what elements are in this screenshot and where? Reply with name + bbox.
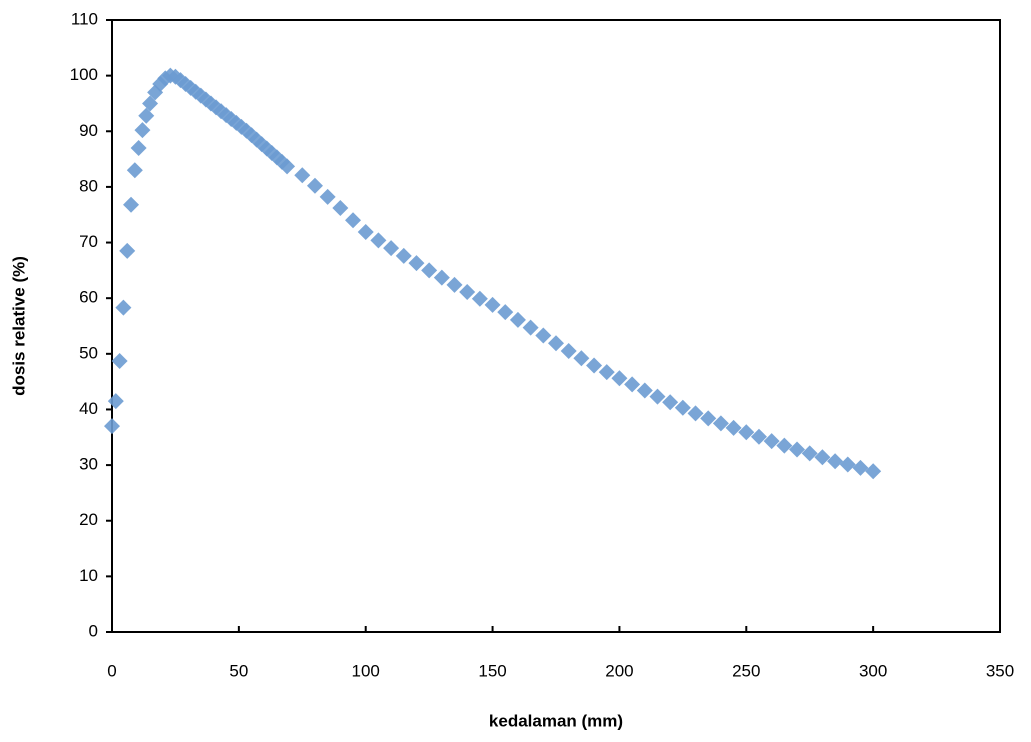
data-point [802,445,818,461]
data-point [459,284,475,300]
x-tick-label: 350 [986,661,1014,680]
y-tick-label: 80 [79,176,98,195]
y-tick-label: 50 [79,343,98,362]
x-tick-label: 150 [478,661,506,680]
data-point [751,429,767,445]
x-tick-label: 200 [605,661,633,680]
x-tick-label: 0 [107,661,116,680]
y-axis-title: dosis relative (%) [9,256,28,396]
y-tick-label: 20 [79,510,98,529]
data-point [396,248,412,264]
data-point [865,463,881,479]
data-point [535,327,551,343]
data-point [408,255,424,271]
data-point [123,197,139,213]
data-point [112,353,128,369]
y-tick-label: 90 [79,121,98,140]
data-point [104,418,120,434]
data-point [852,460,868,476]
data-point [370,232,386,248]
chart: kedalaman (mm) dosis relative (%) 0 10 20 3… [0,0,1031,742]
data-point [108,393,124,409]
data-point [827,453,843,469]
data-point [510,312,526,328]
plot-frame [112,20,1000,632]
data-point [726,420,742,436]
y-tick-label: 10 [79,566,98,585]
data-point [447,277,463,293]
data-point [523,320,539,336]
data-point [764,433,780,449]
data-point [294,167,310,183]
data-point [358,224,374,240]
x-tick-label: 50 [229,661,248,680]
data-point [138,108,154,124]
data-point [383,240,399,256]
y-tick-label: 70 [79,232,98,251]
data-point [345,212,361,228]
data-point [115,300,131,316]
data-point [561,343,577,359]
data-point [814,449,830,465]
data-point [421,262,437,278]
y-tick-label: 110 [71,9,98,28]
data-point [776,438,792,454]
data-point [586,358,602,374]
y-tick-label: 100 [70,65,98,84]
data-point [573,350,589,366]
data-point [320,189,336,205]
x-tick-label: 300 [859,661,887,680]
x-axis-title: kedalaman (mm) [489,711,623,730]
data-point [134,122,150,138]
x-tick-label: 100 [352,661,380,680]
data-point [738,424,754,440]
y-tick-label: 30 [79,455,98,474]
y-tick-label: 0 [89,621,98,640]
data-point [307,178,323,194]
data-point [497,304,513,320]
data-point [119,243,135,259]
data-point [127,162,143,178]
x-tick-label: 250 [732,661,760,680]
data-point [840,457,856,473]
data-point [789,442,805,458]
data-point [434,270,450,286]
y-tick-label: 60 [79,288,98,307]
y-tick-label: 40 [79,399,98,418]
data-point [548,335,564,351]
data-point [332,200,348,216]
data-point [131,140,147,156]
